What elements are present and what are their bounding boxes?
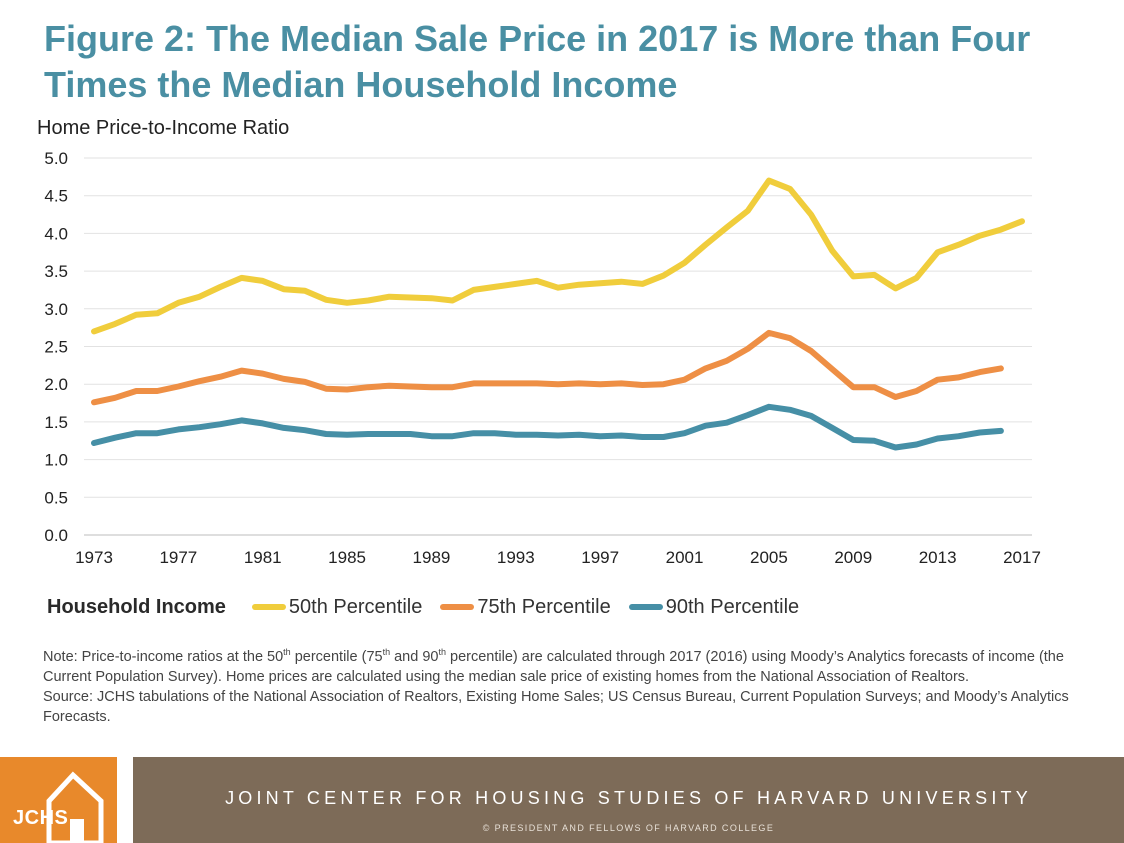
jchs-logo: JCHS bbox=[0, 757, 117, 843]
x-axis-ticks: 1973 1977 1981 1985 1989 1993 1997 2001 2005 2009… bbox=[75, 548, 1041, 567]
legend-item-90th: 90th Percentile bbox=[628, 595, 800, 619]
y-tick-label: 3.5 bbox=[44, 262, 68, 281]
line-chart: Home Price-to-Income Ratio 0.0 0.5 1.0 1.5 2… bbox=[37, 117, 1041, 567]
y-tick-label: 5.0 bbox=[44, 149, 68, 168]
note-text: Note: Price-to-income ratios at the 50th… bbox=[43, 647, 1064, 685]
legend-swatch-50th bbox=[251, 604, 286, 610]
legend: Household Income 50th Percentile 75th Pe… bbox=[47, 594, 817, 620]
house-icon bbox=[46, 771, 104, 843]
x-tick-label: 1989 bbox=[413, 548, 451, 567]
legend-swatch-90th bbox=[628, 604, 663, 610]
y-tick-label: 1.0 bbox=[44, 451, 68, 470]
y-tick-label: 3.0 bbox=[44, 300, 68, 319]
y-tick-label: 4.5 bbox=[44, 187, 68, 206]
y-tick-label: 4.0 bbox=[44, 224, 68, 243]
legend-title: Household Income bbox=[47, 595, 226, 618]
series-line-75th bbox=[91, 329, 1004, 406]
x-tick-label: 1981 bbox=[244, 548, 282, 567]
series-line-50th bbox=[91, 177, 1025, 335]
legend-label-90th: 90th Percentile bbox=[665, 595, 800, 618]
legend-label-50th: 50th Percentile bbox=[288, 595, 423, 618]
y-axis-label: Home Price-to-Income Ratio bbox=[37, 117, 289, 139]
x-tick-label: 2017 bbox=[1003, 548, 1041, 567]
copyright: © PRESIDENT AND FELLOWS OF HARVARD COLLE… bbox=[482, 823, 775, 833]
gridlines bbox=[84, 157, 1032, 536]
source-text: Source: JCHS tabulations of the National… bbox=[43, 689, 1069, 725]
x-tick-label: 1993 bbox=[497, 548, 535, 567]
y-tick-label: 0.0 bbox=[44, 526, 68, 545]
x-tick-label: 1985 bbox=[328, 548, 366, 567]
footer-bar: JOINT CENTER FOR HOUSING STUDIES OF HARV… bbox=[133, 757, 1124, 843]
x-tick-label: 2013 bbox=[919, 548, 957, 567]
y-tick-label: 0.5 bbox=[44, 488, 68, 507]
legend-swatch-75th bbox=[440, 604, 475, 610]
x-tick-label: 1997 bbox=[581, 548, 619, 567]
legend-label-75th: 75th Percentile bbox=[477, 595, 611, 618]
x-tick-label: 2005 bbox=[750, 548, 788, 567]
figure-title: Figure 2: The Median Sale Price in 2017 … bbox=[44, 18, 1031, 105]
y-axis-ticks: 0.0 0.5 1.0 1.5 2.0 2.5 3.0 3.5 4.0 4.5 5.0 bbox=[44, 149, 68, 545]
x-tick-label: 2001 bbox=[666, 548, 704, 567]
series-lines bbox=[91, 177, 1025, 451]
legend-item-75th: 75th Percentile bbox=[440, 595, 611, 619]
logo-text: JCHS bbox=[13, 807, 69, 829]
x-tick-label: 1977 bbox=[159, 548, 197, 567]
x-tick-label: 2009 bbox=[834, 548, 872, 567]
x-tick-label: 1973 bbox=[75, 548, 113, 567]
y-tick-label: 2.5 bbox=[44, 338, 68, 357]
y-tick-label: 2.0 bbox=[44, 375, 68, 394]
notes: Note: Price-to-income ratios at the 50th… bbox=[43, 647, 1073, 727]
series-line-90th bbox=[91, 403, 1004, 451]
y-tick-label: 1.5 bbox=[44, 413, 68, 432]
organization-name: JOINT CENTER FOR HOUSING STUDIES OF HARV… bbox=[225, 788, 1032, 808]
legend-item-50th: 50th Percentile bbox=[251, 595, 423, 619]
